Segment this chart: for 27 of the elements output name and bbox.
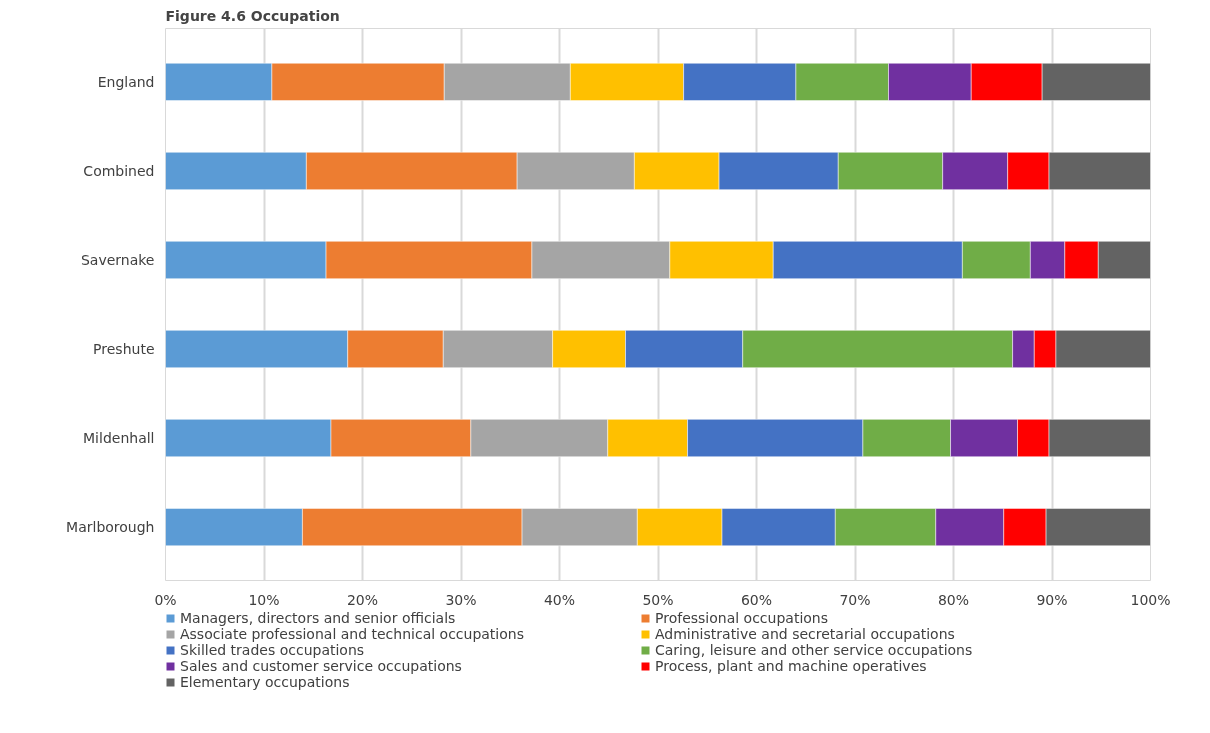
x-tick-label: 90% (1036, 591, 1068, 608)
legend-label: Associate professional and technical occupations (180, 626, 525, 642)
chart-title: Figure 4.6 Occupation (165, 7, 340, 24)
legend-label: Caring, leisure and other service occupations (655, 642, 974, 658)
x-tick-label: 0% (154, 591, 177, 608)
x-tick-label: 10% (248, 591, 280, 608)
x-tick-label: 70% (839, 591, 871, 608)
legend-label: Process, plant and machine operatives (655, 658, 928, 674)
x-tick-label: 20% (346, 591, 379, 608)
legend-label: Skilled trades occupations (180, 642, 366, 658)
x-tick-label: 30% (445, 591, 477, 608)
x-tick-label: 100% (1130, 591, 1171, 608)
legend-label: Elementary occupations (180, 674, 351, 690)
y-tick-label: England (97, 73, 155, 90)
legend-label: Administrative and secretarial occupations (655, 626, 956, 642)
legend-label: Managers, directors and senior officials (180, 610, 457, 626)
y-tick-label: Marlborough (66, 519, 155, 536)
legend-label: Professional occupations (655, 610, 829, 626)
y-tick-label: Savernake (80, 251, 155, 268)
x-tick-label: 50% (642, 591, 674, 608)
x-tick-label: 80% (937, 591, 970, 608)
legend-label: Sales and customer service occupations (180, 658, 463, 674)
y-tick-label: Preshute (93, 341, 155, 358)
x-tick-label: 40% (543, 591, 576, 608)
y-tick-label: Mildenhall (83, 430, 155, 447)
y-tick-label: Combined (83, 162, 155, 179)
x-tick-label: 60% (740, 591, 773, 608)
